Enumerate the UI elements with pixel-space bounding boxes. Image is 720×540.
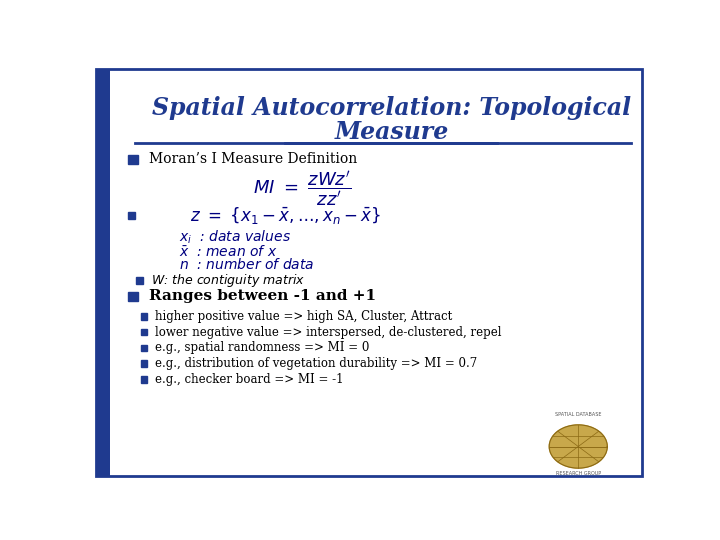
Text: $n$  : number of data: $n$ : number of data xyxy=(179,257,315,272)
FancyBboxPatch shape xyxy=(96,69,109,476)
Text: Ranges between -1 and +1: Ranges between -1 and +1 xyxy=(148,289,376,303)
Bar xyxy=(141,376,148,383)
Bar xyxy=(128,292,138,301)
Text: RESEARCH GROUP: RESEARCH GROUP xyxy=(556,471,600,476)
Bar xyxy=(141,313,148,320)
Bar xyxy=(141,345,148,352)
Text: higher positive value => high SA, Cluster, Attract: higher positive value => high SA, Cluste… xyxy=(155,310,452,323)
Text: $\bar{x}$  : mean of $x$: $\bar{x}$ : mean of $x$ xyxy=(179,244,278,259)
Text: e.g., spatial randomness => MI = 0: e.g., spatial randomness => MI = 0 xyxy=(155,341,369,354)
Text: Spatial Autocorrelation: Topological: Spatial Autocorrelation: Topological xyxy=(152,97,631,120)
Text: Moran’s I Measure Definition: Moran’s I Measure Definition xyxy=(148,152,357,166)
Text: $z \ = \ \{x_1 - \bar{x}, \ldots, x_n - \bar{x}\}$: $z \ = \ \{x_1 - \bar{x}, \ldots, x_n - … xyxy=(190,205,381,226)
Bar xyxy=(141,360,148,367)
Text: lower negative value => interspersed, de-clustered, repel: lower negative value => interspersed, de… xyxy=(155,326,501,339)
Text: $x_i$  : data values: $x_i$ : data values xyxy=(179,228,292,246)
Bar xyxy=(141,329,148,335)
Text: e.g., distribution of vegetation durability => MI = 0.7: e.g., distribution of vegetation durabil… xyxy=(155,357,477,370)
Bar xyxy=(128,212,135,219)
Text: Measure: Measure xyxy=(334,120,449,144)
Circle shape xyxy=(549,425,607,468)
Text: SPATIAL DATABASE: SPATIAL DATABASE xyxy=(555,413,601,417)
Text: e.g., checker board => MI = -1: e.g., checker board => MI = -1 xyxy=(155,373,343,386)
Text: $MI \ = \ \dfrac{zWz^{\prime}}{zz^{\prime}}$: $MI \ = \ \dfrac{zWz^{\prime}}{zz^{\prim… xyxy=(253,169,351,207)
Bar xyxy=(128,154,138,164)
Bar xyxy=(136,277,143,285)
Text: $W$: the contiguity matrix: $W$: the contiguity matrix xyxy=(151,272,306,289)
